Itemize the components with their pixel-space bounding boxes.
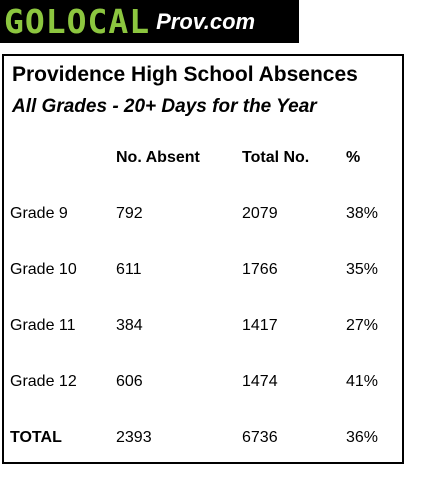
row-percent: 27%	[346, 317, 379, 334]
row-absent: 606	[116, 373, 143, 390]
table-title: Providence High School Absences	[12, 63, 358, 86]
header-no-absent: No. Absent	[116, 149, 200, 166]
row-total: 1417	[242, 317, 278, 334]
header-total-no: Total No.	[242, 149, 310, 166]
row-percent: 35%	[346, 261, 379, 278]
row-total: 1474	[242, 373, 278, 390]
row-absent: 384	[116, 317, 143, 334]
total-label: TOTAL	[10, 429, 62, 446]
golocalprov-logo: GOLOCAL Prov.com	[0, 0, 299, 43]
row-percent: 38%	[346, 205, 379, 222]
row-label: Grade 10	[10, 261, 77, 278]
table-subtitle: All Grades - 20+ Days for the Year	[12, 96, 317, 117]
row-total: 2079	[242, 205, 278, 222]
logo-site-text: Prov.com	[156, 8, 256, 34]
row-label: Grade 9	[10, 205, 68, 222]
total-percent: 36%	[346, 429, 379, 446]
total-absent: 2393	[116, 429, 152, 446]
row-absent: 611	[116, 261, 142, 278]
absence-table: Providence High School Absences All Grad…	[2, 54, 404, 464]
row-absent: 792	[116, 205, 143, 222]
row-percent: 41%	[346, 373, 379, 390]
total-total: 6736	[242, 429, 278, 446]
logo-brand-text: GOLOCAL	[4, 2, 151, 41]
row-total: 1766	[242, 261, 278, 278]
header-percent: %	[346, 149, 361, 166]
row-label: Grade 11	[10, 317, 76, 334]
row-label: Grade 12	[10, 373, 77, 390]
